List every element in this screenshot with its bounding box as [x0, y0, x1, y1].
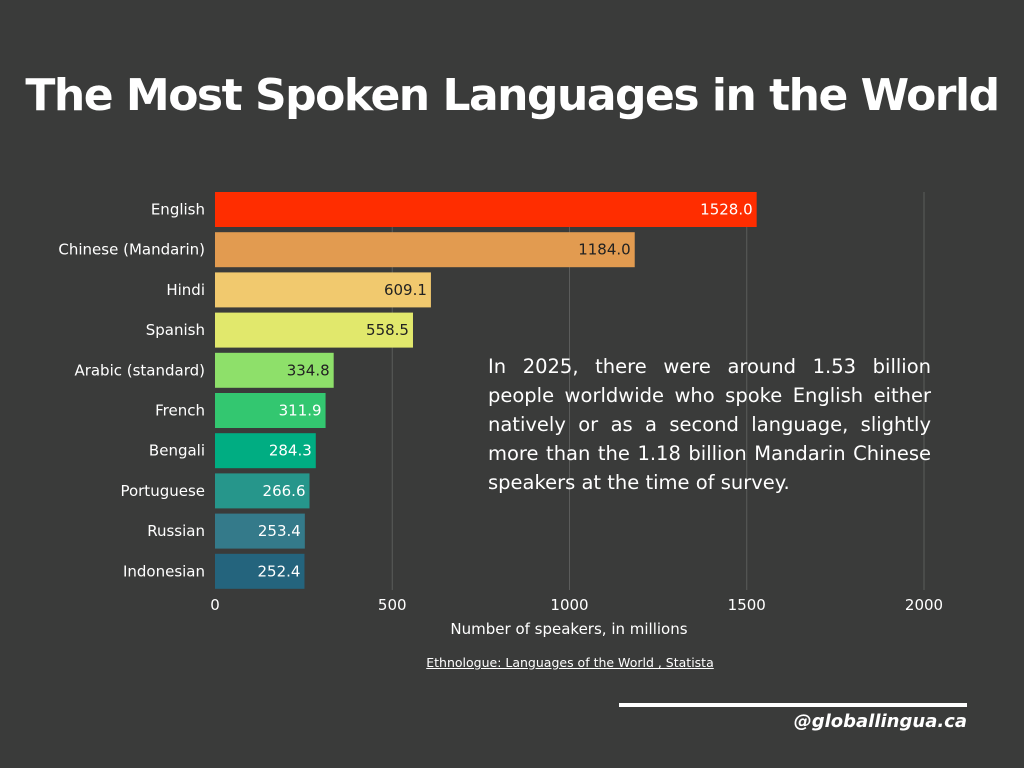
data-label: 253.4 [258, 522, 301, 540]
bar [215, 473, 310, 509]
category-label: Bengali [149, 442, 205, 460]
category-label: Chinese (Mandarin) [58, 241, 205, 259]
bar [215, 513, 305, 549]
data-label: 252.4 [258, 562, 301, 580]
data-label: 311.9 [279, 402, 322, 420]
data-label: 334.8 [287, 361, 330, 379]
data-label: 1528.0 [700, 201, 753, 219]
data-label: 609.1 [384, 281, 427, 299]
divider-line [619, 703, 967, 707]
bar [215, 433, 316, 469]
source-link[interactable]: Ethnologue: Languages of the World , Sta… [426, 655, 714, 670]
category-label: Russian [147, 522, 205, 540]
bar [215, 393, 326, 428]
bar [215, 232, 635, 268]
chart-title: The Most Spoken Languages in the World [25, 70, 1000, 121]
brand-handle: @globallingua.ca [793, 711, 967, 732]
bars: 1528.0 1184.0 609.1 558.5 334.8 311.9 284.3 266… [215, 192, 757, 589]
x-tick-label: 2000 [905, 596, 943, 614]
x-tick-label: 500 [378, 596, 407, 614]
data-label: 266.6 [263, 482, 306, 500]
category-label: Hindi [166, 281, 205, 299]
bar [215, 352, 334, 388]
x-axis-label: Number of speakers, in millions [450, 620, 688, 638]
category-label: Spanish [146, 321, 205, 339]
category-label: Arabic (standard) [74, 361, 205, 379]
x-tick-label: 1500 [728, 596, 766, 614]
data-label: 1184.0 [578, 241, 631, 259]
x-axis-ticks: 0 500 1000 1500 2000 [210, 596, 943, 614]
category-labels: English Chinese (Mandarin) Hindi Spanish Ara… [58, 201, 205, 581]
data-label: 284.3 [269, 442, 312, 460]
bar [215, 553, 305, 589]
bar [215, 192, 757, 227]
category-label: Indonesian [123, 562, 205, 580]
data-label: 558.5 [366, 321, 409, 339]
bar [215, 272, 431, 308]
x-tick-label: 0 [210, 596, 220, 614]
category-label: English [151, 201, 205, 219]
category-label: Portuguese [120, 482, 205, 500]
category-label: French [155, 402, 205, 420]
bar [215, 312, 413, 348]
summary-note: In 2025, there were around 1.53 billion … [488, 355, 931, 494]
x-tick-label: 1000 [550, 596, 588, 614]
